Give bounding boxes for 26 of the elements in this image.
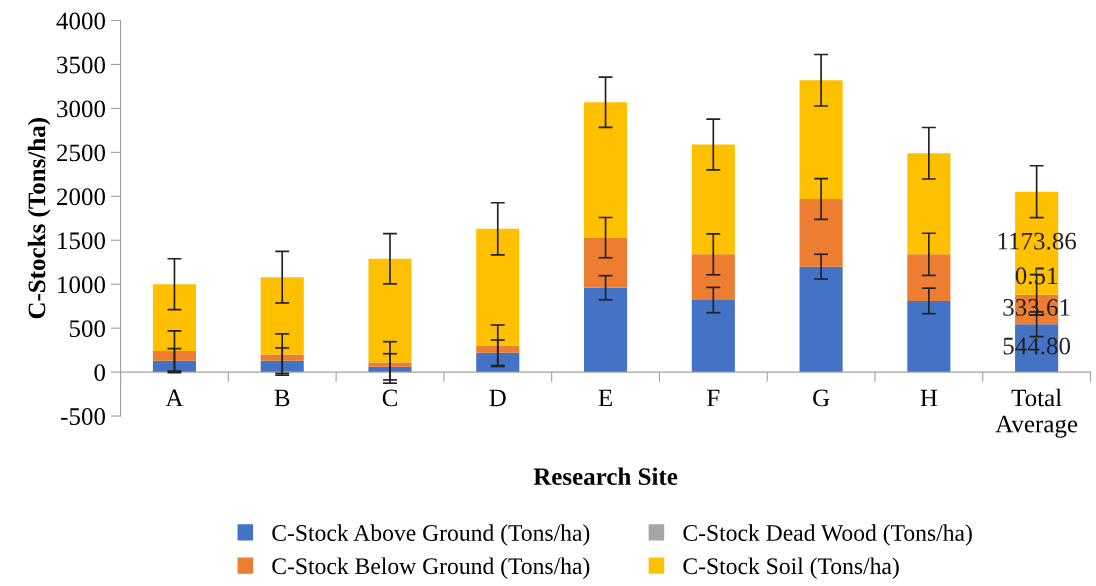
legend-label: C-Stock Dead Wood (Tons/ha) — [683, 524, 972, 546]
y-tick-label: 4000 — [56, 12, 106, 30]
y-tick-label: 500 — [69, 320, 106, 338]
y-tick-label: 0 — [94, 364, 106, 382]
y-tick-label: 2500 — [57, 144, 106, 162]
x-tick-label: C — [382, 389, 397, 407]
x-axis-title: Research Site — [533, 467, 678, 486]
x-tick-label: F — [707, 389, 720, 407]
x-tick-label: Total Average — [995, 388, 1078, 438]
y-tick-label: 1000 — [58, 276, 106, 294]
legend-label: C-Stock Soil (Tons/ha) — [683, 557, 899, 579]
x-tick-label: E — [598, 389, 612, 407]
y-axis-title: C-Stocks (Tons/ha) — [27, 118, 51, 319]
x-tick-label: H — [920, 389, 938, 407]
x-tick-label: A — [165, 389, 184, 407]
y-tick-label: 1500 — [58, 232, 106, 250]
legend-label: C-Stock Above Ground (Tons/ha) — [272, 524, 590, 546]
y-tick-label: 2000 — [57, 188, 106, 206]
y-tick-label: 3500 — [57, 56, 106, 74]
y-tick-label: -500 — [61, 408, 106, 425]
y-tick-label: 3000 — [57, 100, 106, 118]
legend-label: C-Stock Below Ground (Tons/ha) — [272, 557, 590, 579]
x-tick-label: B — [274, 389, 290, 407]
data-label: 0.51 — [1015, 267, 1058, 285]
x-tick-label: D — [489, 389, 506, 407]
x-tick-label: G — [813, 389, 830, 407]
